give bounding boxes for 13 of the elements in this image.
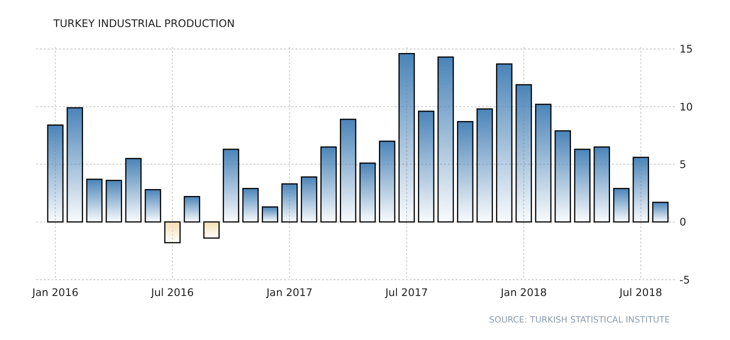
chart-title: TURKEY INDUSTRIAL PRODUCTION — [52, 18, 235, 30]
y-tick-label: 5 — [679, 158, 686, 171]
x-tick-label: Jul 2016 — [150, 286, 194, 299]
x-tick-label: Jul 2017 — [384, 286, 428, 299]
x-tick-label: Jul 2018 — [618, 286, 662, 299]
x-tick-label: Jan 2018 — [500, 286, 547, 299]
source-note: SOURCE: TURKISH STATISTICAL INSTITUTE — [489, 315, 670, 326]
y-tick-label: 0 — [679, 216, 686, 229]
y-tick-label: -5 — [679, 274, 690, 286]
x-tick-label: Jan 2017 — [265, 286, 313, 299]
y-tick-label: 10 — [679, 101, 693, 114]
y-tick-label: 15 — [679, 44, 693, 56]
x-tick-label: Jan 2016 — [31, 286, 78, 299]
